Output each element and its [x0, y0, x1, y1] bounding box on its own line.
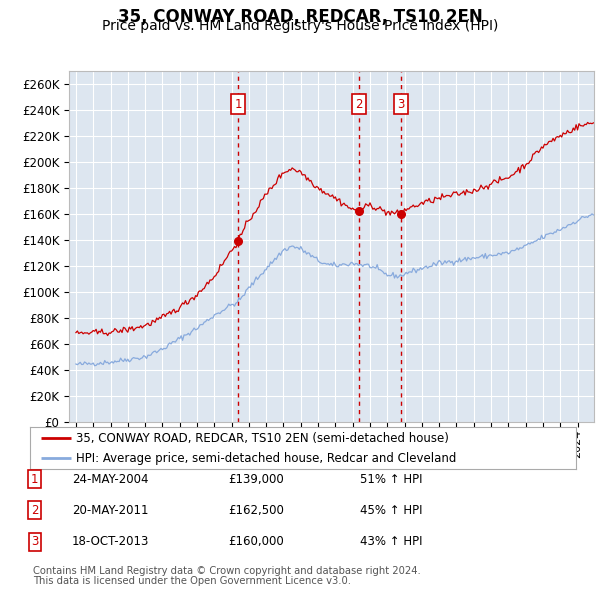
Text: 1: 1 — [31, 473, 38, 486]
Text: This data is licensed under the Open Government Licence v3.0.: This data is licensed under the Open Gov… — [33, 576, 351, 585]
Text: £162,500: £162,500 — [228, 504, 284, 517]
Text: £139,000: £139,000 — [228, 473, 284, 486]
Text: 43% ↑ HPI: 43% ↑ HPI — [360, 535, 422, 548]
Text: 18-OCT-2013: 18-OCT-2013 — [72, 535, 149, 548]
Text: Contains HM Land Registry data © Crown copyright and database right 2024.: Contains HM Land Registry data © Crown c… — [33, 566, 421, 575]
Text: 2: 2 — [31, 504, 38, 517]
Text: 35, CONWAY ROAD, REDCAR, TS10 2EN (semi-detached house): 35, CONWAY ROAD, REDCAR, TS10 2EN (semi-… — [76, 431, 449, 444]
Text: 20-MAY-2011: 20-MAY-2011 — [72, 504, 149, 517]
Text: HPI: Average price, semi-detached house, Redcar and Cleveland: HPI: Average price, semi-detached house,… — [76, 452, 457, 465]
Text: 24-MAY-2004: 24-MAY-2004 — [72, 473, 149, 486]
Text: 1: 1 — [234, 98, 242, 111]
Text: £160,000: £160,000 — [228, 535, 284, 548]
Text: 35, CONWAY ROAD, REDCAR, TS10 2EN: 35, CONWAY ROAD, REDCAR, TS10 2EN — [118, 8, 482, 27]
Text: 3: 3 — [397, 98, 404, 111]
Text: 45% ↑ HPI: 45% ↑ HPI — [360, 504, 422, 517]
Text: 2: 2 — [355, 98, 363, 111]
Text: 3: 3 — [31, 535, 38, 548]
Text: 51% ↑ HPI: 51% ↑ HPI — [360, 473, 422, 486]
Text: Price paid vs. HM Land Registry's House Price Index (HPI): Price paid vs. HM Land Registry's House … — [102, 19, 498, 34]
